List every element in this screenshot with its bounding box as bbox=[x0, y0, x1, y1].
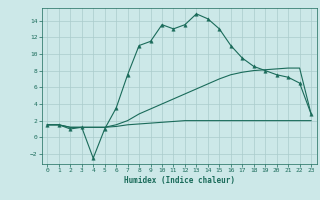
X-axis label: Humidex (Indice chaleur): Humidex (Indice chaleur) bbox=[124, 176, 235, 185]
